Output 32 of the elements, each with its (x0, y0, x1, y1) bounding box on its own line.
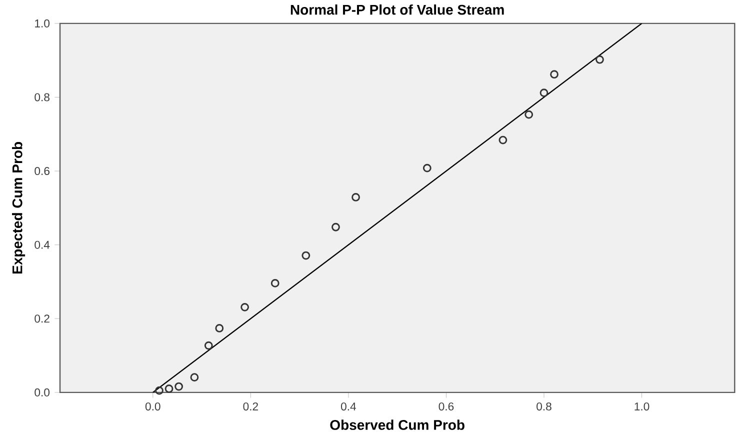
point (540, 88, 548, 97)
point (164, 384, 174, 393)
x-tick-label: 1.0 (634, 402, 650, 410)
y-tick-label: 0.0 (34, 388, 50, 396)
point (498, 136, 508, 144)
x-tick-label: 0.0 (145, 402, 160, 410)
point (524, 110, 534, 119)
y-tick-label: 0.6 (34, 166, 50, 175)
y-tick-label: 1.0 (35, 19, 50, 28)
y-tick-label: 0.4 (34, 240, 50, 249)
point (332, 222, 340, 232)
point (352, 192, 360, 202)
x-tick-label: 0.2 (243, 402, 258, 410)
point (204, 341, 213, 350)
y-tick-label: 0.2 (34, 314, 50, 322)
x-tick-label: 0.4 (341, 402, 356, 410)
point (270, 278, 280, 288)
x-axis-title: Observed Cum Prob (330, 419, 464, 430)
y-axis-title: Expected Cum Prob (12, 142, 26, 274)
chart-title: Normal P-P Plot of Value Stream (290, 4, 504, 15)
point (550, 70, 558, 78)
x-tick-label: 0.8 (536, 402, 552, 410)
point (596, 55, 604, 64)
point (215, 324, 224, 332)
point (190, 372, 199, 382)
point (422, 164, 432, 172)
x-tick-label: 0.6 (438, 402, 454, 410)
y-tick-label: 0.8 (34, 93, 50, 102)
point (155, 386, 164, 395)
point (174, 382, 184, 391)
point (302, 251, 310, 260)
point (240, 302, 250, 312)
